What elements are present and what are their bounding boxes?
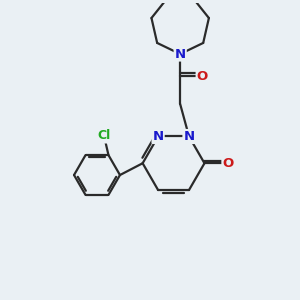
Text: N: N	[152, 130, 164, 143]
Text: Cl: Cl	[98, 130, 111, 142]
Text: O: O	[196, 70, 208, 83]
Text: O: O	[222, 157, 234, 170]
Text: N: N	[175, 47, 186, 61]
Text: N: N	[184, 130, 195, 143]
